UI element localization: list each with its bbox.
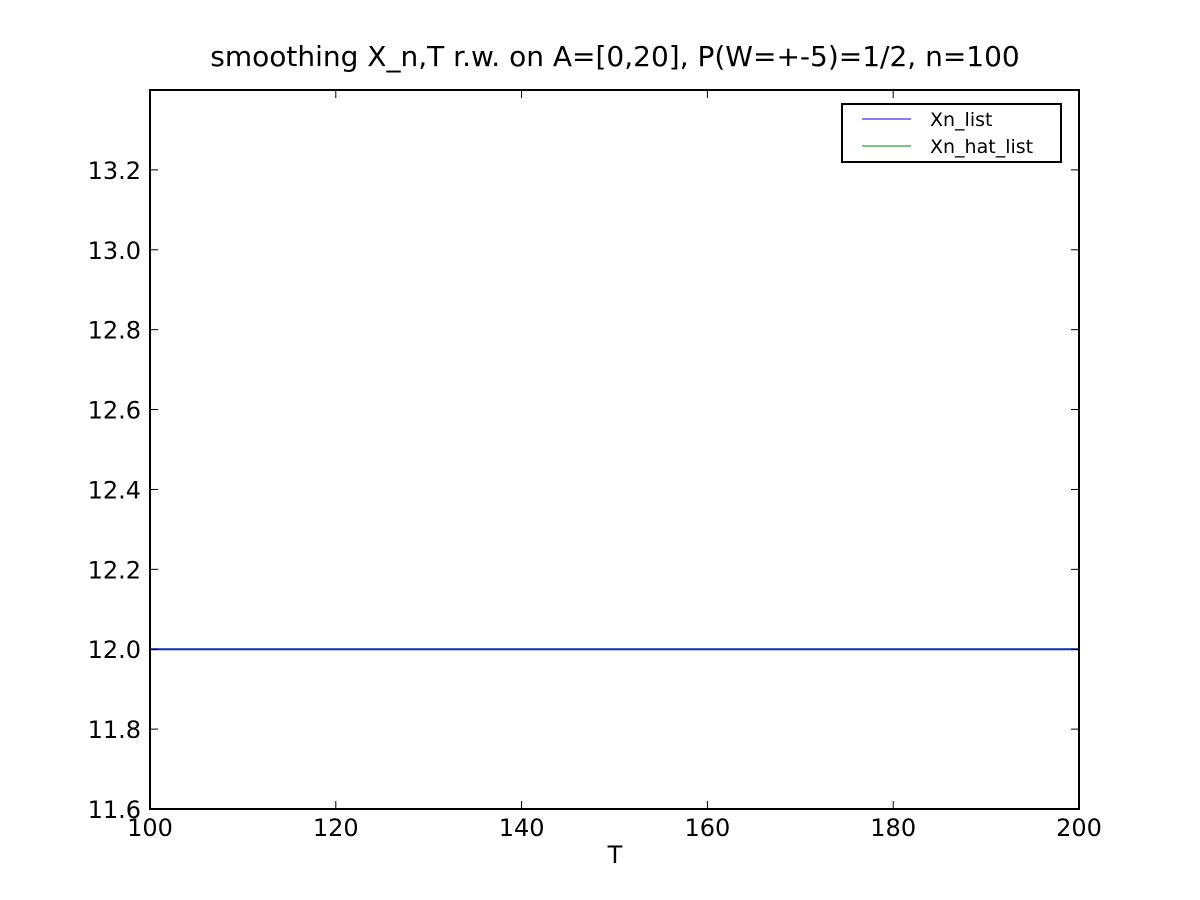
x-tick-label: 200 xyxy=(1056,814,1102,842)
y-tick-label: 12.4 xyxy=(88,476,141,504)
x-tick-label: 140 xyxy=(499,814,545,842)
y-tick-label: 11.6 xyxy=(88,796,141,824)
chart-title: smoothing X_n,T r.w. on A=[0,20], P(W=+-… xyxy=(210,40,1019,73)
y-tick-label: 12.0 xyxy=(88,636,141,664)
legend-box xyxy=(841,103,1062,163)
plot-frame xyxy=(149,89,1080,810)
x-tick-label: 160 xyxy=(684,814,730,842)
y-tick-label: 13.2 xyxy=(88,157,141,185)
legend: Xn_list Xn_hat_list xyxy=(841,103,1062,163)
plot-area xyxy=(150,90,1079,809)
ticks-layer: 100 120 140 160 180 200 11.6 11.8 12.0 12.2 12.4 12… xyxy=(88,90,1102,842)
x-tick-label: 180 xyxy=(870,814,916,842)
x-tick-label: 100 xyxy=(127,814,173,842)
y-tick-label: 13.0 xyxy=(88,237,141,265)
legend-label: Xn_hat_list xyxy=(930,136,1033,158)
y-tick-label: 12.6 xyxy=(88,397,141,425)
x-tick-label: 120 xyxy=(313,814,359,842)
x-axis-label: T xyxy=(607,841,623,869)
y-tick-label: 12.8 xyxy=(88,317,141,345)
y-tick-label: 12.2 xyxy=(88,556,141,584)
y-tick-label: 11.8 xyxy=(88,716,141,744)
legend-label: Xn_list xyxy=(930,109,992,131)
